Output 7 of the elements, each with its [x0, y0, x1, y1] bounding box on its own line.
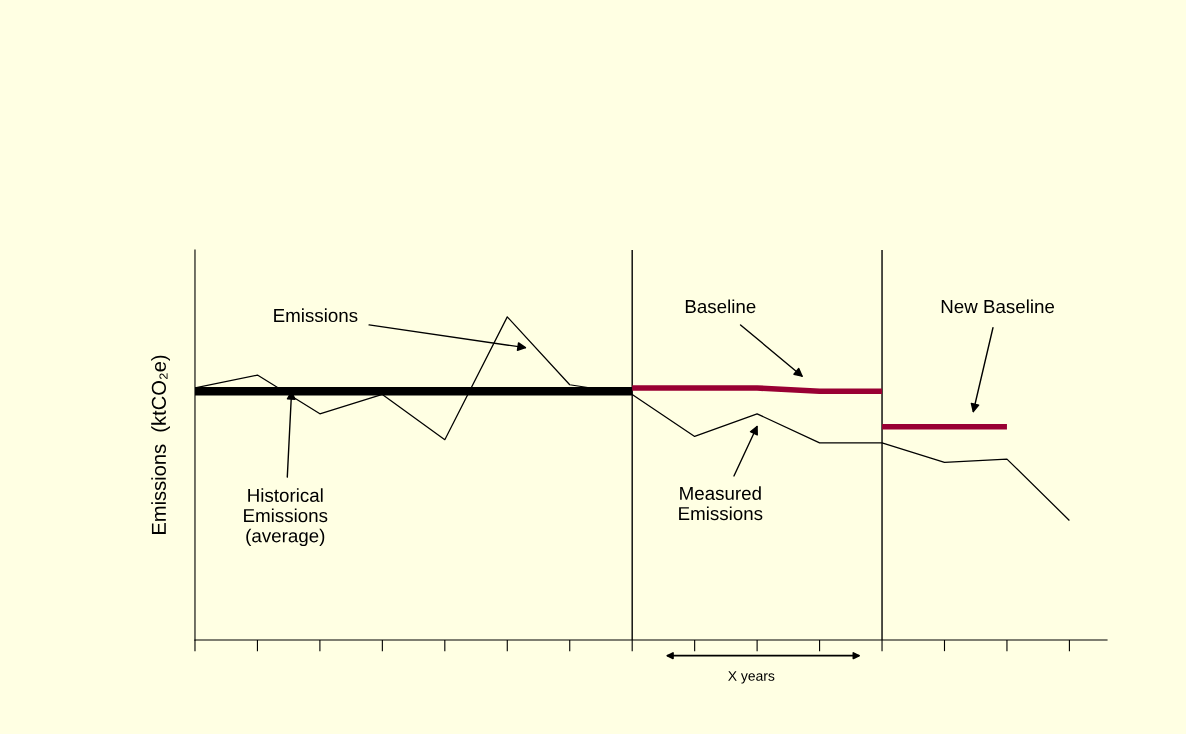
text: Baseline	[685, 299, 756, 314]
annotation: Emissions	[274, 308, 358, 323]
text: X years	[728, 671, 775, 684]
annotation: Measured Emissions	[679, 486, 763, 521]
annotation: Historical Emissions (average)	[244, 488, 328, 547]
y-axis-title: Emissions (ktCO₂e)	[151, 355, 170, 534]
text: New Baseline	[941, 299, 1055, 314]
